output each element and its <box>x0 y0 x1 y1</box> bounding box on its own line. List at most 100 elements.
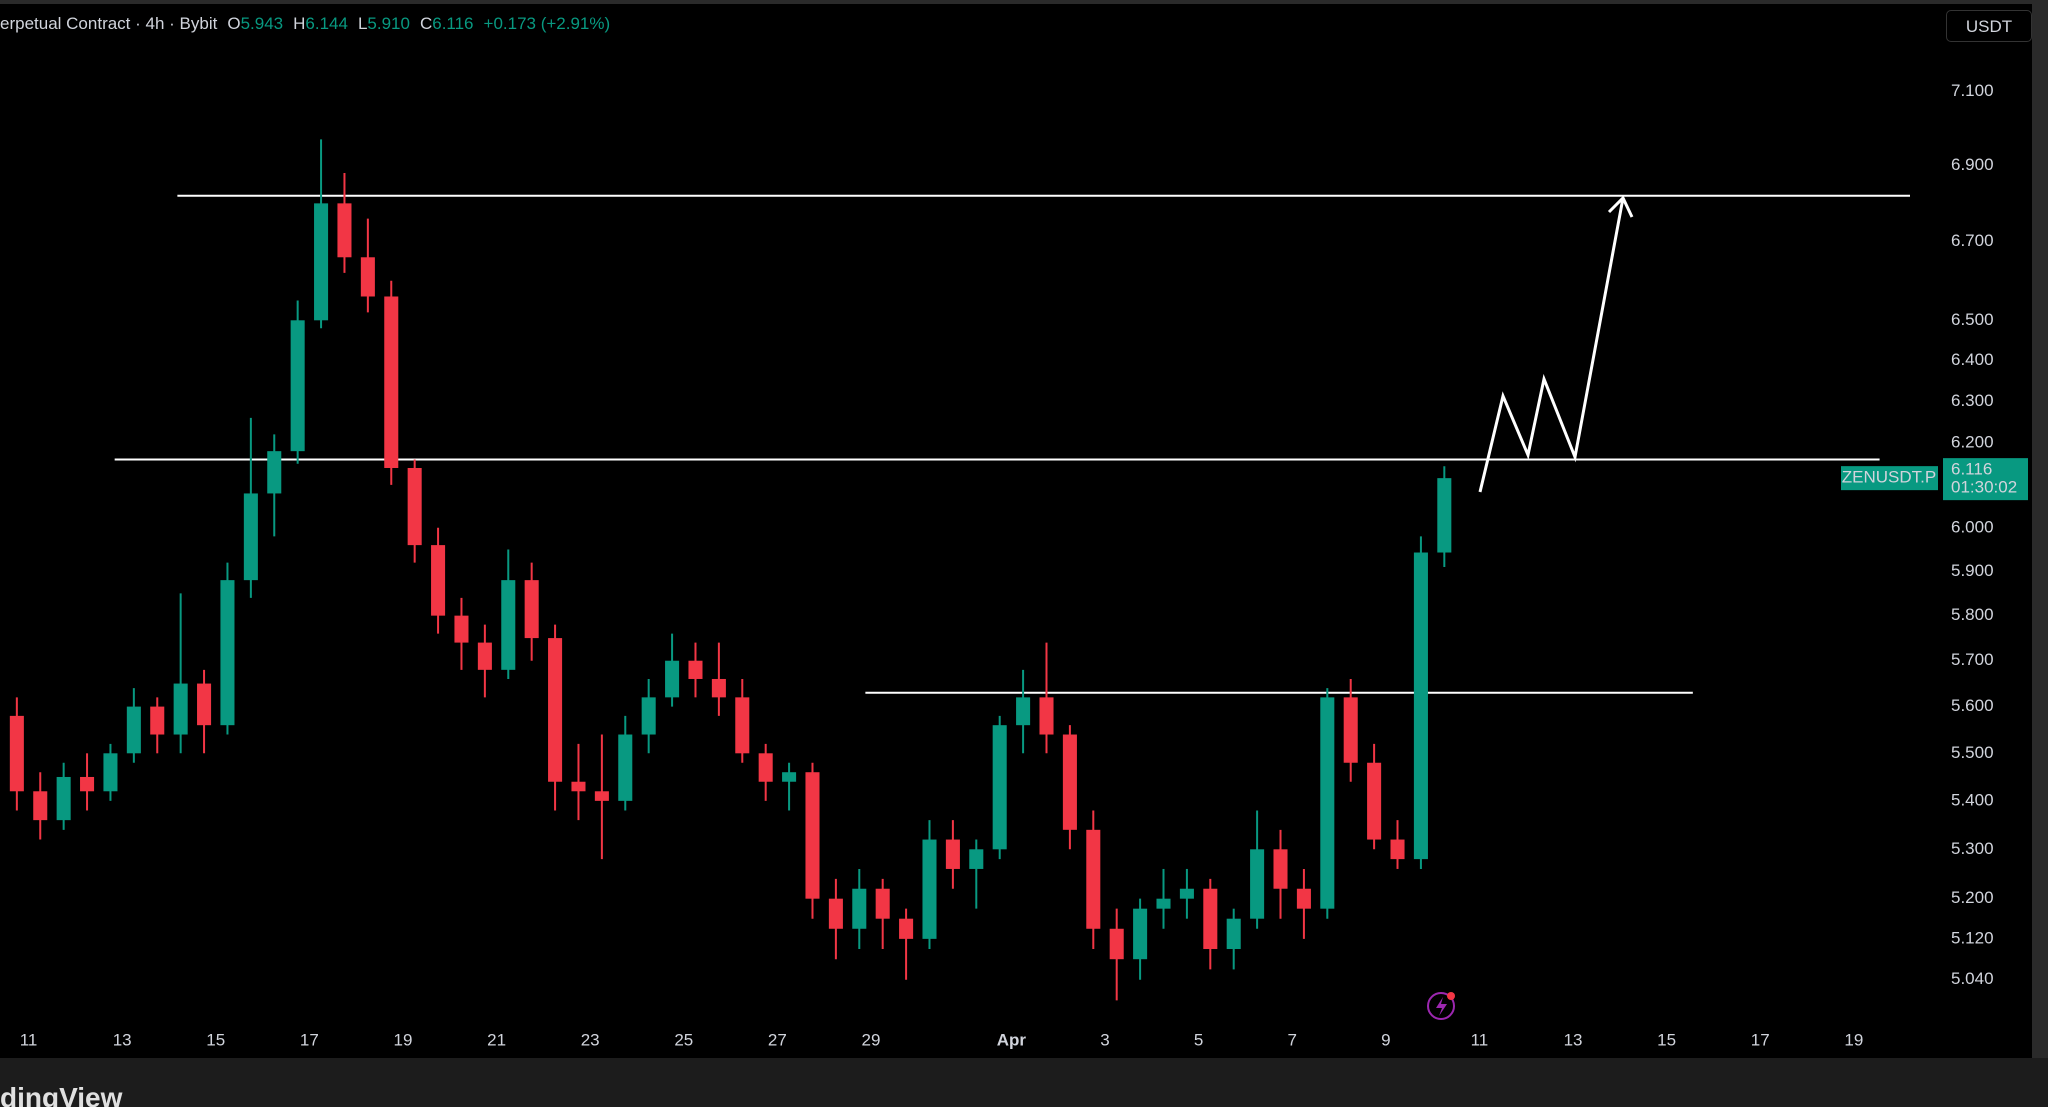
x-tick-label: 27 <box>768 1030 787 1049</box>
y-tick-label: 5.400 <box>1951 790 1994 809</box>
candle-body <box>992 725 1007 850</box>
candle-body <box>1390 839 1405 860</box>
zigzag <box>1478 197 1625 493</box>
candle-body <box>782 772 797 782</box>
y-tick-label: 6.700 <box>1951 231 1994 250</box>
x-tick-label: 17 <box>1751 1030 1770 1049</box>
x-tick-label: 15 <box>1657 1030 1676 1049</box>
candle-body <box>80 776 95 792</box>
candle-body <box>126 706 141 754</box>
y-tick-label: 5.800 <box>1951 605 1994 624</box>
candle-body <box>1179 888 1194 899</box>
candle-body <box>290 320 305 452</box>
candle-body <box>899 918 914 939</box>
candle-body <box>828 898 843 929</box>
candle-body <box>173 683 188 735</box>
o-label: O <box>227 14 241 33</box>
candle-body <box>1109 928 1124 960</box>
candle-body <box>1016 697 1031 726</box>
candle-body <box>1086 829 1101 929</box>
forecast-drawing <box>1478 195 1634 493</box>
candle-body <box>337 203 352 258</box>
bottom-bar <box>0 1058 2048 1107</box>
x-tick-label: 13 <box>1564 1030 1583 1049</box>
x-tick-label: 9 <box>1381 1030 1390 1049</box>
candle-body <box>431 545 446 616</box>
candle-body <box>969 849 984 869</box>
x-tick-label: 19 <box>1844 1030 1863 1049</box>
candle-body <box>1039 697 1054 735</box>
candle-body <box>314 203 329 321</box>
right-strip <box>2032 0 2048 1058</box>
x-tick-label: 17 <box>300 1030 319 1049</box>
x-tick-label: 19 <box>394 1030 413 1049</box>
candle-body <box>711 678 726 698</box>
candle-body <box>267 451 282 494</box>
y-tick-label: 6.000 <box>1951 517 1994 536</box>
y-tick-label: 6.400 <box>1951 350 1994 369</box>
candle-body <box>641 697 656 735</box>
x-tick-label: 11 <box>20 1030 38 1049</box>
candle-body <box>1437 478 1452 553</box>
arrow-head <box>1607 195 1634 218</box>
candle-body <box>454 615 469 643</box>
candle-body <box>594 791 609 801</box>
candle-body <box>735 697 750 754</box>
candle-body <box>548 638 563 782</box>
candle-body <box>56 776 71 821</box>
candle-body <box>33 791 48 821</box>
change: +0.173 (+2.91%) <box>483 14 611 33</box>
candle-body <box>875 888 890 919</box>
candle-body <box>103 753 118 792</box>
open: 5.943 <box>240 14 284 33</box>
y-tick-label: 5.120 <box>1951 928 1994 947</box>
price-tag-symbol: ZENUSDT.P <box>1842 468 1936 487</box>
top-border <box>0 0 2048 4</box>
candle-body <box>1062 734 1077 830</box>
price-tag-bg <box>1943 458 2028 501</box>
y-tick-label: 6.900 <box>1951 155 1994 174</box>
candle-body <box>1320 697 1335 909</box>
y-tick-label: 5.500 <box>1951 743 1994 762</box>
currency-button[interactable]: USDT <box>1946 10 2032 42</box>
watermark: dingView <box>0 1082 123 1107</box>
price-tag-price: 6.116 <box>1951 460 1992 479</box>
candle-body <box>805 772 820 899</box>
symbol: erpetual Contract · 4h · Bybit <box>0 14 218 33</box>
x-tick-label: 25 <box>674 1030 693 1049</box>
h-label: H <box>293 14 306 33</box>
candle-body <box>384 296 399 468</box>
x-tick-label: 3 <box>1100 1030 1109 1049</box>
x-tick-label: 15 <box>206 1030 225 1049</box>
y-tick-label: 6.500 <box>1951 310 1994 329</box>
price-tag-countdown: 01:30:02 <box>1951 478 2017 497</box>
candle-body <box>571 781 586 792</box>
event-icon[interactable] <box>1427 992 1455 1020</box>
candle-body <box>1250 849 1265 919</box>
candle-body <box>852 888 867 929</box>
header: erpetual Contract · 4h · Bybit O5.943 H6.1… <box>0 14 610 34</box>
y-tick-label: 6.200 <box>1951 432 1994 451</box>
candle-body <box>407 467 422 546</box>
candle-body <box>501 580 516 670</box>
high: 6.144 <box>305 14 348 33</box>
candle-body <box>197 683 212 726</box>
candle-body <box>360 257 375 297</box>
candle-body <box>1367 762 1382 840</box>
c-label: C <box>419 14 433 33</box>
candle-body <box>688 660 703 679</box>
candle-body <box>1343 697 1358 763</box>
candle-body <box>1156 898 1171 909</box>
candle-body <box>758 753 773 782</box>
x-tick-label: 7 <box>1287 1030 1296 1049</box>
y-tick-label: 5.600 <box>1951 696 1994 715</box>
y-tick-label: 7.100 <box>1951 81 1994 100</box>
candle-body <box>1133 908 1148 960</box>
candle-body <box>220 580 235 726</box>
event-dot <box>1447 992 1455 1000</box>
y-tick-label: 5.900 <box>1951 561 1994 580</box>
candle-body <box>1203 888 1218 950</box>
y-tick-label: 5.040 <box>1951 969 1994 988</box>
candle-body <box>9 715 24 792</box>
